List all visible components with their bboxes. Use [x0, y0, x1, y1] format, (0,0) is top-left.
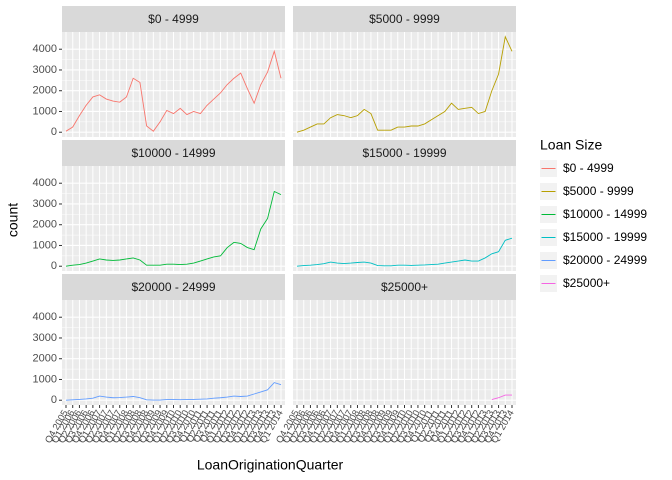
legend-label: $15000 - 19999: [563, 230, 647, 244]
legend-label: $25000+: [563, 276, 610, 290]
legend-label: $20000 - 24999: [563, 253, 647, 267]
y-tick-label: 4000: [33, 311, 57, 323]
y-tick-label: 1000: [33, 105, 57, 117]
series-line: [65, 382, 282, 401]
y-tick-label: 3000: [33, 332, 57, 344]
series-line: [65, 49, 282, 132]
strip-label: $0 - 4999: [148, 12, 199, 26]
strip-label: $5000 - 9999: [369, 12, 440, 26]
series-line: [65, 190, 282, 267]
strip: [62, 274, 285, 300]
y-tick-label: 2000: [33, 219, 57, 231]
y-tick-label: 0: [51, 394, 57, 406]
y-tick-label: 3000: [33, 64, 57, 76]
y-tick-label: 0: [51, 260, 57, 272]
y-tick-label: 1000: [33, 373, 57, 385]
strip: [62, 6, 285, 32]
x-axis-title: LoanOriginationQuarter: [197, 457, 344, 473]
y-tick-label: 4000: [33, 177, 57, 189]
y-tick-label: 2000: [33, 353, 57, 365]
strip-label: $10000 - 14999: [131, 146, 215, 160]
strip: [62, 140, 285, 166]
y-tick-label: 1000: [33, 239, 57, 251]
y-tick-label: 4000: [33, 43, 57, 55]
strip-label: $15000 - 19999: [362, 146, 446, 160]
series-line: [296, 35, 513, 133]
y-tick-label: 2000: [33, 85, 57, 97]
strip-label: $25000+: [381, 280, 428, 294]
legend-title: Loan Size: [540, 137, 602, 153]
y-axis-title: count: [5, 203, 21, 237]
legend-label: $5000 - 9999: [563, 184, 634, 198]
strip: [293, 6, 516, 32]
legend-label: $10000 - 14999: [563, 207, 647, 221]
y-tick-label: 0: [51, 126, 57, 138]
series-line: [296, 237, 513, 267]
strip: [293, 140, 516, 166]
y-tick-label: 3000: [33, 198, 57, 210]
strip: [293, 274, 516, 300]
legend-label: $0 - 4999: [563, 161, 614, 175]
series-line: [491, 394, 512, 401]
strip-label: $20000 - 24999: [131, 280, 215, 294]
